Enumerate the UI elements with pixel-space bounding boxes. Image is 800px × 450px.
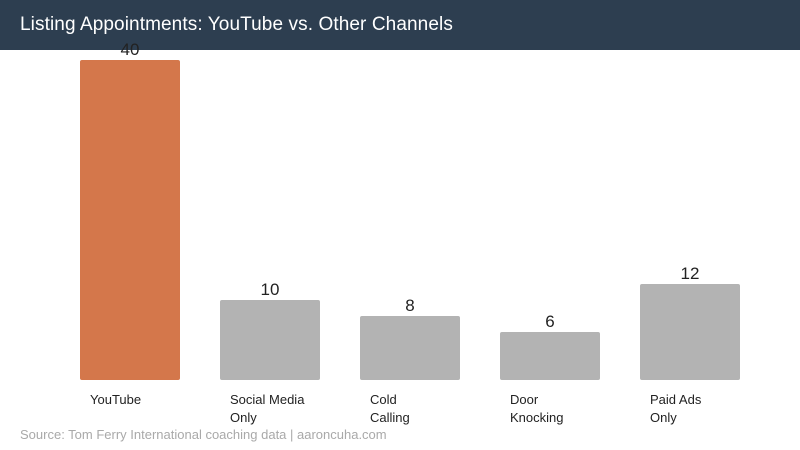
bar-1 [220,300,320,380]
bar-2 [360,316,460,380]
source-note: Source: Tom Ferry International coaching… [20,427,387,442]
title-bar: Listing Appointments: YouTube vs. Other … [0,0,800,50]
bar-0 [80,60,180,380]
value-label-0: 40 [121,40,140,59]
value-label-4: 12 [681,264,700,283]
category-label-2: Cold Calling [370,392,410,425]
category-label-0: YouTube [90,392,141,407]
category-label-1: Social Media Only [230,392,305,425]
value-label-3: 6 [545,312,554,331]
bar-3 [500,332,600,380]
category-label-3: Door Knocking [510,392,563,425]
chart-title: Listing Appointments: YouTube vs. Other … [20,14,453,35]
value-label-1: 10 [261,280,280,299]
value-label-2: 8 [405,296,414,315]
bar-4 [640,284,740,380]
category-label-4: Paid Ads Only [650,392,702,425]
